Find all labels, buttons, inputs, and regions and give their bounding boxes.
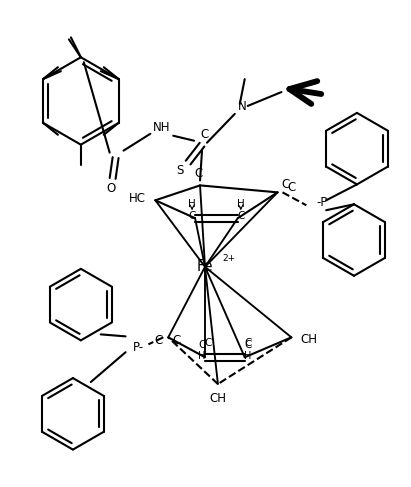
Text: HC: HC [129, 192, 146, 205]
Text: Fe: Fe [197, 260, 213, 274]
Text: C: C [188, 211, 196, 221]
Text: CH: CH [301, 333, 318, 346]
Text: C: C [194, 167, 202, 180]
Text: P-: P- [133, 341, 144, 354]
Text: S: S [176, 164, 184, 177]
Text: 2+: 2+ [222, 254, 236, 263]
Text: C: C [154, 334, 162, 347]
Text: C: C [199, 340, 206, 350]
Text: C: C [244, 338, 252, 348]
Text: C: C [237, 211, 245, 221]
Text: C: C [204, 338, 212, 348]
Text: O: O [106, 182, 115, 195]
Text: -P: -P [316, 196, 328, 209]
Text: H: H [237, 199, 245, 209]
Text: C: C [282, 178, 290, 191]
Text: H: H [188, 199, 196, 209]
Text: C: C [172, 334, 180, 347]
Text: C: C [200, 128, 208, 141]
Text: NH: NH [152, 121, 170, 134]
Text: N: N [238, 100, 246, 113]
Text: C: C [287, 181, 296, 194]
Text: H: H [199, 351, 206, 361]
Text: C: C [244, 340, 252, 350]
Text: H: H [244, 351, 252, 361]
Text: CH: CH [210, 393, 226, 406]
